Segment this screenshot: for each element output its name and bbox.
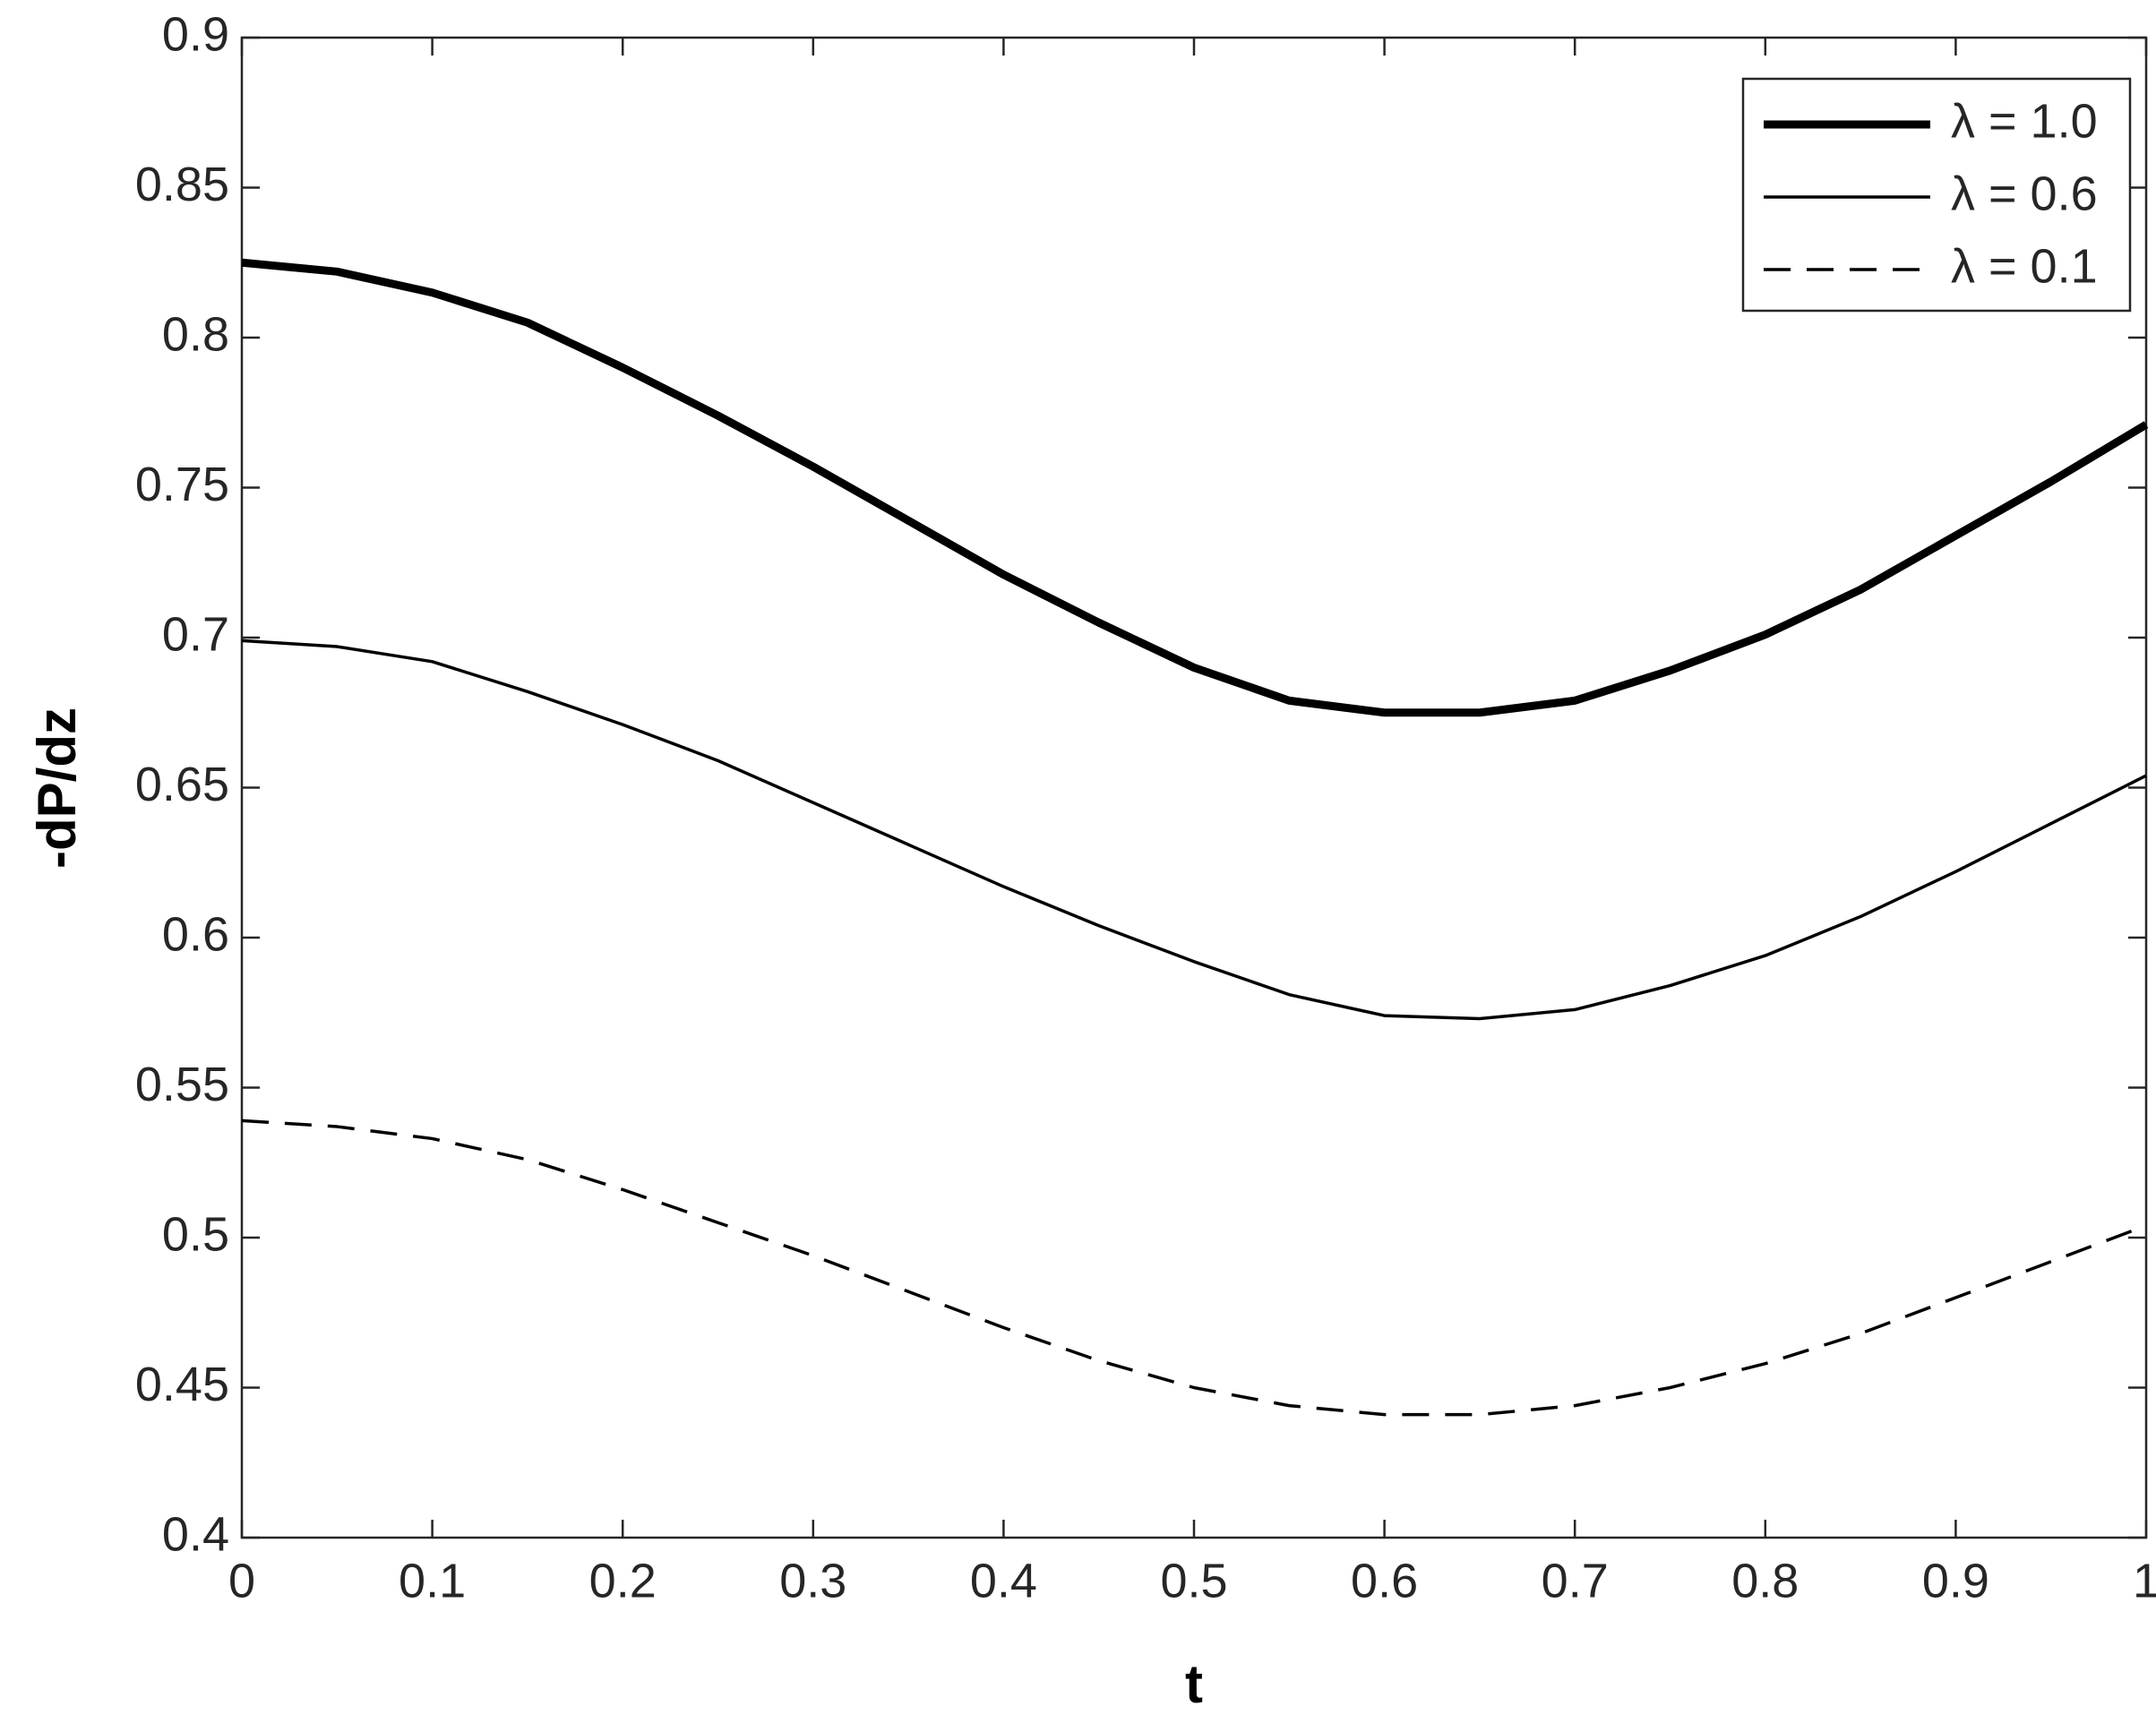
data-line: [241, 258, 2149, 717]
x-tick-label: 0.5: [1160, 1554, 1227, 1607]
y-tick-label: 0.85: [135, 158, 229, 211]
x-tick-label: 0.6: [1351, 1554, 1418, 1607]
y-tick-label: 0.65: [135, 758, 229, 811]
x-tick-label: 0.4: [970, 1554, 1037, 1607]
y-axis-title: -dP/dz: [27, 707, 87, 869]
x-tick-label: 0.1: [399, 1554, 466, 1607]
x-tick-label: 1: [2133, 1554, 2156, 1607]
x-tick-label: 0.3: [779, 1554, 846, 1607]
y-tick-label: 0.45: [135, 1358, 229, 1411]
data-line: [241, 639, 2147, 1021]
y-tick-label: 0.55: [135, 1058, 229, 1111]
y-tick-label: 0.75: [135, 458, 229, 511]
y-tick-label: 0.8: [162, 307, 229, 361]
legend-box: [1741, 77, 2132, 313]
y-tick-label: 0.4: [162, 1507, 229, 1561]
y-tick-label: 0.5: [162, 1207, 229, 1261]
y-tick-label: 0.6: [162, 907, 229, 961]
x-tick-label: 0.7: [1542, 1554, 1609, 1607]
legend-label: λ = 0.1: [1951, 239, 2098, 293]
x-tick-label: 0: [228, 1554, 255, 1607]
x-tick-label: 0.9: [1922, 1554, 1989, 1607]
x-axis-title: t: [1185, 1654, 1203, 1714]
data-line: [241, 1119, 2147, 1417]
x-tick-label: 0.8: [1731, 1554, 1799, 1607]
legend-label: λ = 0.6: [1951, 167, 2098, 220]
x-tick-label: 0.2: [589, 1554, 657, 1607]
y-tick-label: 0.9: [162, 7, 229, 61]
y-tick-label: 0.7: [162, 607, 229, 661]
legend-label: λ = 1.0: [1951, 94, 2098, 148]
